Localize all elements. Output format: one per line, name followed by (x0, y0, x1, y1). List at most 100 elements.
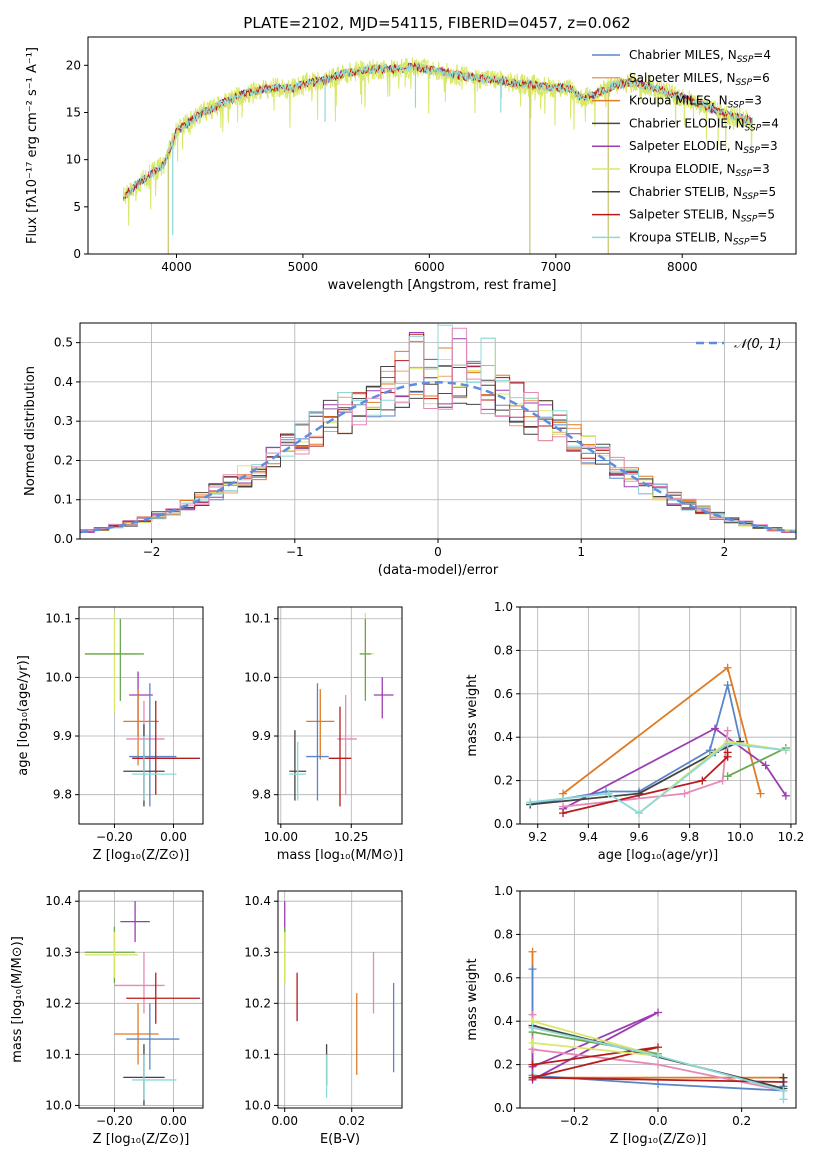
y-tick-label: 10.2 (45, 996, 72, 1010)
legend-label: Salpeter ELODIE, NSSP=3 (629, 139, 778, 156)
y-axis-label: age [log₁₀(age/yr)] (16, 655, 31, 776)
x-tick-label: 4000 (161, 260, 192, 274)
spectrum-lines (122, 57, 754, 254)
x-tick-label: −0.2 (560, 1114, 589, 1128)
weight-point-marker (723, 663, 732, 672)
x-tick-label: −1 (286, 545, 304, 559)
weight-point-marker (718, 776, 727, 785)
legend-label: Chabrier ELODIE, NSSP=4 (629, 116, 779, 133)
y-axis-label: Flux [fλ10⁻¹⁷ erg cm⁻² s⁻¹ A⁻¹] (25, 47, 40, 244)
legend-label: Salpeter MILES, NSSP=6 (629, 71, 770, 88)
weight-lines (526, 663, 790, 818)
y-tick-label: 10 (66, 153, 81, 167)
y-tick-label: 10.0 (45, 670, 72, 684)
y-tick-label: 1.0 (494, 600, 513, 614)
residual-histogram-panel: −2 −1 0 1 2 0.0 0.1 0.2 0.3 0.4 0.5 (data-model)/er… (23, 322, 797, 578)
y-tick-label: 0.0 (54, 532, 73, 546)
x-tick-label: 5000 (288, 260, 319, 274)
weight-point-marker (723, 739, 732, 748)
y-tick-label: 10.2 (244, 996, 271, 1010)
weight-point-marker (680, 789, 689, 798)
y-tick-label: 20 (66, 58, 81, 72)
residuals-frame (79, 322, 797, 540)
weight-vs-age-panel: 9.2 9.4 9.6 9.8 10.0 10.2 0.0 0.2 0.4 0.6 0.8 1.0 ag… (465, 600, 804, 863)
weight-point-marker (723, 772, 732, 781)
spectrum-panel: 4000 5000 6000 7000 8000 0 5 10 15 20 wavelength [… (25, 36, 797, 293)
weight-point-marker (761, 761, 770, 770)
weight-point-marker (654, 1060, 662, 1069)
x-tick-label: 0.2 (732, 1114, 751, 1128)
x-tick-label: 8000 (667, 260, 698, 274)
x-tick-label: 0.0 (648, 1114, 667, 1128)
y-tick-label: 0.1 (54, 493, 73, 507)
errorbar-group (84, 901, 201, 1106)
legend-label: Kroupa MILES, NSSP=3 (629, 94, 762, 111)
x-tick-label: 6000 (414, 260, 445, 274)
x-tick-label: −0.20 (96, 1114, 133, 1128)
y-tick-label: 9.9 (252, 729, 271, 743)
x-axis-label: age [log₁₀(age/yr)] (598, 848, 719, 863)
y-tick-label: 0.4 (54, 375, 73, 389)
weight-lines (528, 947, 788, 1104)
errorbar-group (289, 612, 394, 807)
weight-point-marker (654, 1051, 662, 1060)
x-tick-label: 0 (434, 545, 442, 559)
y-tick-label: 15 (66, 105, 81, 119)
weight-point-marker (528, 1073, 537, 1082)
y-tick-label: 0 (73, 247, 81, 261)
weight-point-marker (528, 1060, 537, 1069)
y-tick-label: 0.2 (54, 453, 73, 467)
y-tick-label: 0.0 (494, 1101, 513, 1115)
x-tick-label: −2 (143, 545, 161, 559)
x-axis-label: Z [log₁₀(Z/Z⊙)] (93, 848, 190, 863)
y-tick-label: 0.4 (494, 1014, 513, 1028)
age-vs-mass-panel: 10.00 10.25 9.8 9.9 10.0 10.1 mass [log₁₀(M/M⊙… (244, 606, 404, 863)
y-tick-label: 10.1 (244, 1047, 271, 1061)
y-tick-label: 10.1 (45, 612, 72, 626)
y-tick-label: 0.0 (494, 817, 513, 831)
y-tick-label: 0.2 (494, 774, 513, 788)
weight-series-line (532, 1026, 785, 1100)
weight-point-marker (705, 746, 714, 755)
y-tick-label: 9.8 (53, 788, 72, 802)
histogram-lines (80, 324, 796, 535)
x-tick-label: 10.00 (264, 830, 298, 844)
x-tick-label: 7000 (541, 260, 572, 274)
weight-point-marker (604, 789, 613, 798)
y-axis-label: mass weight (465, 674, 480, 756)
x-tick-label: 1 (577, 545, 585, 559)
weight-point-marker (781, 791, 790, 800)
mass-vs-metallicity-panel: −0.20 0.00 10.0 10.1 10.2 10.3 10.4 Z [log₁₀(Z/… (10, 890, 204, 1147)
weight-point-marker (559, 789, 568, 798)
y-axis-label: mass [log₁₀(M/M⊙)] (10, 936, 25, 1063)
figure-title: PLATE=2102, MJD=54115, FIBERID=0457, z=0… (243, 14, 630, 32)
y-tick-label: 0.3 (54, 414, 73, 428)
weight-point-marker (723, 726, 732, 735)
x-axis-label: wavelength [Angstrom, rest frame] (328, 278, 557, 293)
y-tick-label: 5 (73, 200, 81, 214)
weight-point-marker (698, 776, 707, 785)
x-tick-label: −0.20 (96, 830, 133, 844)
errorbar-group (84, 612, 201, 807)
mass-vs-Z-frame (78, 890, 204, 1109)
y-axis-label: Normed distribution (23, 366, 38, 496)
weight-point-marker (779, 1073, 788, 1082)
weight-point-marker (756, 789, 765, 798)
age-vs-metallicity-panel: −0.20 0.00 9.8 9.9 10.0 10.1 Z [log₁₀(Z/Z⊙)] ag… (16, 606, 204, 863)
legend-label: Salpeter STELIB, NSSP=5 (629, 208, 775, 225)
legend-label: Kroupa ELODIE, NSSP=3 (629, 162, 770, 179)
y-tick-label: 10.0 (45, 1098, 72, 1112)
weight-point-marker (526, 798, 535, 807)
weight-point-marker (723, 748, 732, 757)
x-axis-label: mass [log₁₀(M/M⊙)] (277, 848, 404, 863)
weight-point-marker (559, 809, 568, 818)
x-tick-label: 10.0 (727, 830, 754, 844)
y-tick-label: 10.4 (244, 894, 271, 908)
weight-point-marker (781, 746, 790, 755)
y-tick-label: 10.1 (244, 612, 271, 626)
y-tick-label: 0.5 (54, 336, 73, 350)
weight-point-marker (528, 1023, 537, 1032)
legend-label: Chabrier MILES, NSSP=4 (629, 48, 771, 65)
x-tick-label: 10.25 (334, 830, 368, 844)
y-tick-label: 10.3 (45, 945, 72, 959)
